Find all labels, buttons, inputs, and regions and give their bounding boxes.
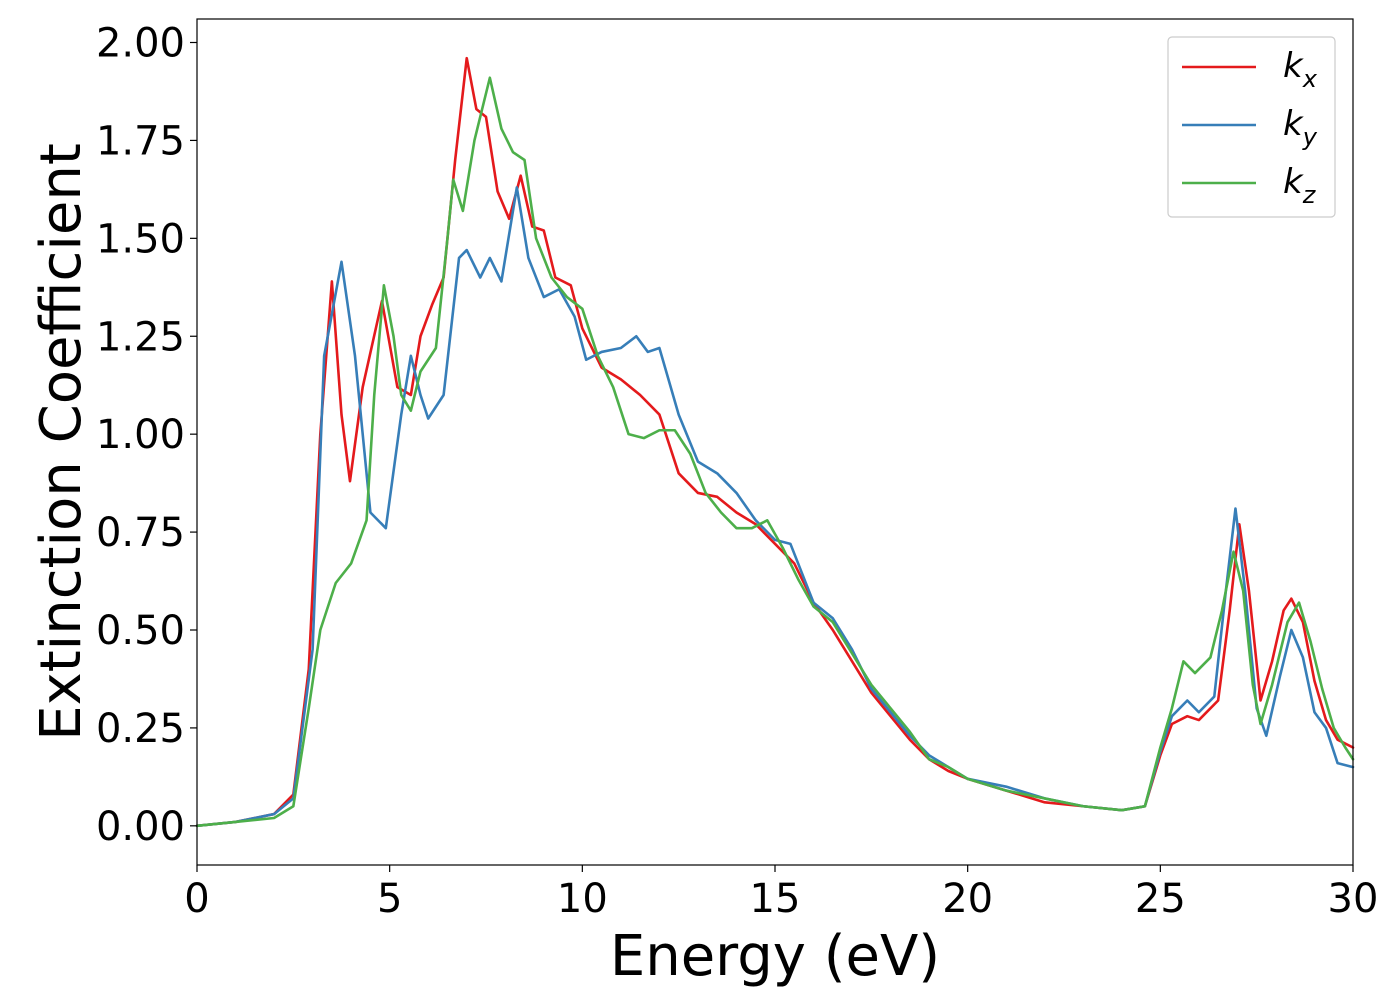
x-tick-label: 20 [942,876,993,922]
y-tick-label: 1.00 [96,412,185,458]
legend: kx ky kz [1167,36,1336,218]
y-axis-label: Extinction Coefficient [29,143,94,741]
x-tick-label: 25 [1135,876,1186,922]
legend-label-x: kx [1283,46,1318,93]
y-tick-label: 0.25 [96,706,185,752]
y-tick-label: 1.75 [96,118,185,164]
y-tick-label: 1.50 [96,216,185,262]
y-tick-label: 1.25 [96,314,185,360]
x-tick-label: 30 [1328,876,1379,922]
y-tick-label: 2.00 [96,21,185,67]
x-axis-label: Energy (eV) [610,924,940,989]
series-layer [195,56,1355,828]
y-tick-label: 0.75 [96,510,185,556]
legend-box [1167,36,1336,218]
legend-label-y: ky [1283,104,1318,151]
x-tick-label: 15 [750,876,801,922]
x-tick-label: 5 [377,876,402,922]
y-tick-label: 0.00 [96,804,185,850]
x-tick-label: 0 [184,876,209,922]
legend-label-z: kz [1283,162,1317,209]
y-tick-label: 0.50 [96,608,185,654]
series-line-z [195,76,1355,828]
y-axis-ticks: 0.00 0.25 0.50 0.75 1.00 1.25 1.50 1.75 2.00 [96,21,197,850]
series-line-y [195,186,1355,828]
x-tick-label: 10 [557,876,608,922]
x-axis-ticks: 0 5 10 15 20 25 30 [184,865,1378,922]
